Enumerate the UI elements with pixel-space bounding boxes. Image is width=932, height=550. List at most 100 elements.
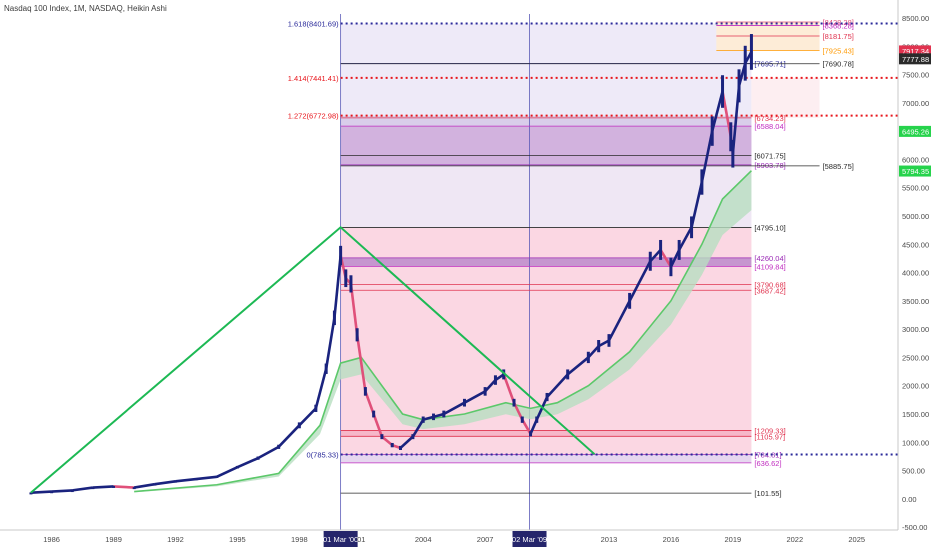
level-label: [5903.78] bbox=[754, 161, 785, 170]
price-tag-label: 7917.34 bbox=[902, 47, 929, 56]
y-tick-label: 7500.00 bbox=[902, 71, 929, 80]
candle bbox=[520, 416, 524, 423]
candle bbox=[700, 169, 704, 195]
x-tick-label: 2007 bbox=[477, 535, 494, 544]
y-tick-label: 1000.00 bbox=[902, 438, 929, 447]
price-segment bbox=[72, 486, 94, 492]
x-tick-label: 2022 bbox=[786, 535, 803, 544]
candle bbox=[390, 442, 394, 448]
x-tick-label-highlight: 02 Mar '09 bbox=[512, 535, 547, 544]
price-segment bbox=[566, 356, 590, 376]
fib-level-label: 1.618(8401.69) bbox=[288, 20, 339, 29]
candle bbox=[332, 310, 336, 326]
y-tick-label: 6000.00 bbox=[902, 155, 929, 164]
y-tick-label: 0.00 bbox=[902, 495, 917, 504]
x-tick-label-highlight: 01 Mar '00 bbox=[323, 535, 358, 544]
level-label: [5885.75] bbox=[823, 162, 854, 171]
y-tick-label: 5500.00 bbox=[902, 184, 929, 193]
candle bbox=[529, 431, 533, 437]
candle bbox=[235, 465, 239, 469]
zone-band-700 bbox=[340, 454, 752, 463]
candle bbox=[493, 375, 497, 385]
chart-title: Nasdaq 100 Index, 1M, NASDAQ, Heikin Ash… bbox=[4, 4, 167, 13]
candle bbox=[297, 422, 301, 429]
price-segment bbox=[463, 390, 486, 404]
price-tag bbox=[899, 45, 931, 57]
x-tick-label: 2013 bbox=[601, 535, 618, 544]
candle bbox=[731, 139, 735, 168]
candle bbox=[339, 245, 343, 266]
price-tag-label: 6495.26 bbox=[902, 127, 929, 136]
candle bbox=[344, 269, 348, 288]
x-tick-label: 2016 bbox=[663, 535, 680, 544]
candle bbox=[483, 387, 487, 396]
y-tick-label: 4500.00 bbox=[902, 240, 929, 249]
price-segment bbox=[607, 300, 631, 342]
y-tick-label: 3500.00 bbox=[902, 297, 929, 306]
price-segment bbox=[113, 485, 135, 489]
price-segment bbox=[324, 317, 336, 369]
x-axis-panel bbox=[0, 530, 932, 550]
price-segment bbox=[399, 435, 414, 449]
x-tick-label: 1992 bbox=[167, 535, 184, 544]
level-label: [3687.42] bbox=[754, 286, 785, 295]
y-tick-label: -500.00 bbox=[902, 523, 927, 532]
y-tick-label: 7000.00 bbox=[902, 99, 929, 108]
candle bbox=[355, 328, 359, 342]
price-segment bbox=[236, 456, 259, 469]
candle bbox=[277, 444, 281, 449]
candle bbox=[153, 483, 157, 486]
price-segment bbox=[154, 480, 176, 486]
candle bbox=[749, 34, 753, 70]
date-tag bbox=[323, 531, 358, 547]
price-tag bbox=[899, 53, 931, 65]
y-tick-label: 3000.00 bbox=[902, 325, 929, 334]
candle bbox=[50, 491, 54, 494]
candle bbox=[669, 257, 673, 277]
candle bbox=[677, 239, 681, 260]
level-label: [7690.78] bbox=[823, 60, 854, 69]
y-tick-label: 1500.00 bbox=[902, 410, 929, 419]
candle bbox=[710, 116, 714, 146]
candle bbox=[607, 334, 611, 347]
candle bbox=[349, 275, 353, 293]
price-segment bbox=[649, 249, 662, 263]
candle bbox=[132, 487, 136, 490]
x-tick-label: 2004 bbox=[415, 535, 432, 544]
candle bbox=[442, 410, 446, 418]
candle bbox=[502, 369, 506, 380]
price-segment bbox=[443, 401, 466, 416]
level-label: [8368.28] bbox=[823, 21, 854, 30]
zone-magenta bbox=[340, 126, 752, 165]
candle bbox=[324, 363, 328, 374]
price-segment bbox=[333, 255, 342, 318]
price-segment bbox=[298, 407, 317, 427]
level-label: [636.62] bbox=[754, 459, 781, 468]
level-label: [784.81] bbox=[754, 450, 781, 459]
fib-level-label: 1.272(6772.98) bbox=[288, 112, 339, 121]
price-segment bbox=[710, 91, 724, 132]
price-segment bbox=[277, 424, 301, 448]
price-segment bbox=[659, 249, 673, 268]
zone-top bbox=[340, 23, 752, 116]
candle bbox=[535, 416, 539, 423]
candle bbox=[432, 413, 436, 421]
candle bbox=[314, 404, 318, 412]
candle bbox=[597, 340, 601, 353]
candle bbox=[363, 387, 367, 396]
level-label: [1105.97] bbox=[754, 432, 785, 441]
price-segment bbox=[502, 373, 516, 404]
ma-line-upper bbox=[134, 170, 752, 493]
price-segment bbox=[546, 373, 569, 398]
price-segment bbox=[422, 415, 434, 421]
trendline bbox=[30, 225, 596, 494]
zone-right-pink bbox=[751, 77, 820, 118]
level-label: [6588.04] bbox=[754, 122, 785, 131]
price-segment bbox=[411, 418, 425, 438]
level-label: [101.55] bbox=[754, 489, 781, 498]
level-label: [4109.84] bbox=[754, 262, 785, 271]
date-tag bbox=[512, 531, 547, 547]
y-tick-label: 4000.00 bbox=[902, 269, 929, 278]
candle bbox=[372, 410, 376, 418]
